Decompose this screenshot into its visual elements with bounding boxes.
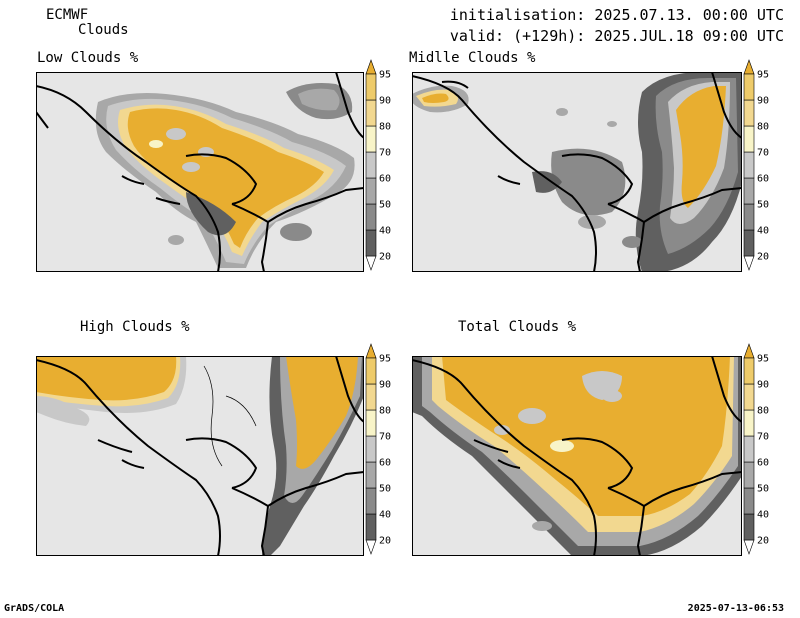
software-credit: GrADS/COLA bbox=[4, 603, 65, 614]
colorbar-tick-label: 70 bbox=[379, 432, 391, 443]
colorbar-bin-80-90 bbox=[743, 99, 755, 127]
colorbar-tick-label: 40 bbox=[379, 510, 391, 521]
cloud-field-middle bbox=[412, 72, 742, 272]
colorbar-bin-70-80 bbox=[365, 125, 377, 153]
colorbar-tick-label: 20 bbox=[757, 252, 769, 263]
colorbar-bin-20-40 bbox=[743, 229, 755, 257]
colorbar-bin-70-80 bbox=[365, 409, 377, 437]
colorbar-bin-80-90 bbox=[365, 99, 377, 127]
colorbar-bin-50-60 bbox=[365, 461, 377, 489]
parameter-label: Clouds bbox=[78, 22, 129, 38]
initialisation-label: initialisation: 2025.07.13. 00:00 UTC bbox=[449, 6, 784, 24]
colorbar-bin-40-50 bbox=[365, 203, 377, 231]
colorbar-tick-label: 80 bbox=[757, 406, 769, 417]
panel-title-high-clouds: High Clouds % bbox=[80, 319, 190, 335]
colorbar-bin-60-70 bbox=[365, 435, 377, 463]
colorbar-tick-label: 95 bbox=[379, 70, 391, 81]
colorbar-tick-label: 95 bbox=[757, 70, 769, 81]
colorbar-bin-60-70 bbox=[743, 435, 755, 463]
colorbar-tick-label: 70 bbox=[379, 148, 391, 159]
colorbar-bin-40-50 bbox=[365, 487, 377, 515]
map-low-clouds bbox=[36, 72, 364, 272]
colorbar-tick-label: 90 bbox=[379, 96, 391, 107]
colorbar-bin-above-95 bbox=[743, 343, 755, 359]
colorbar-tick-label: 20 bbox=[379, 252, 391, 263]
colorbar-bin-20-40 bbox=[365, 513, 377, 541]
colorbar-bin-80-90 bbox=[365, 383, 377, 411]
colorbar-bin-below-20 bbox=[365, 255, 377, 271]
colorbar-bin-60-70 bbox=[365, 151, 377, 179]
country-borders-total bbox=[412, 356, 742, 556]
colorbar-bin-below-20 bbox=[743, 255, 755, 271]
colorbar-bin-90-95 bbox=[743, 357, 755, 385]
render-timestamp: 2025-07-13-06:53 bbox=[687, 603, 784, 614]
colorbar-tick-label: 40 bbox=[379, 226, 391, 237]
panel-title-low-clouds: Low Clouds % bbox=[37, 50, 139, 66]
colorbar-tick-label: 40 bbox=[757, 510, 769, 521]
colorbar-tick-label: 95 bbox=[379, 354, 391, 365]
country-borders-thin-high bbox=[203, 365, 257, 467]
panel-title-middle-clouds: Midlle Clouds % bbox=[409, 50, 536, 66]
colorbar-middle-clouds: 20 40 50 60 70 80 90 95 bbox=[743, 59, 769, 271]
colorbar-low-clouds: 20 40 50 60 70 80 90 95 bbox=[365, 59, 391, 271]
colorbar-tick-label: 80 bbox=[379, 406, 391, 417]
colorbar-tick-label: 60 bbox=[379, 174, 391, 185]
map-high-clouds bbox=[36, 356, 364, 556]
colorbar-bin-90-95 bbox=[365, 357, 377, 385]
colorbar-bin-80-90 bbox=[743, 383, 755, 411]
colorbar-bin-below-20 bbox=[743, 539, 755, 555]
colorbar-bin-above-95 bbox=[365, 59, 377, 75]
panel-title-total-clouds: Total Clouds % bbox=[458, 319, 577, 335]
colorbar-tick-label: 70 bbox=[757, 432, 769, 443]
map-middle-clouds bbox=[412, 72, 742, 272]
colorbar-tick-label: 40 bbox=[757, 226, 769, 237]
colorbar-bin-above-95 bbox=[743, 59, 755, 75]
colorbar-bin-60-70 bbox=[743, 151, 755, 179]
colorbar-bin-50-60 bbox=[365, 177, 377, 205]
colorbar-tick-label: 90 bbox=[757, 96, 769, 107]
valid-time-label: valid: (+129h): 2025.JUL.18 09:00 UTC bbox=[449, 27, 784, 45]
colorbar-tick-label: 50 bbox=[757, 200, 769, 211]
colorbar-bin-50-60 bbox=[743, 177, 755, 205]
cloud-field-total bbox=[412, 356, 742, 556]
colorbar-tick-label: 70 bbox=[757, 148, 769, 159]
colorbar-bin-90-95 bbox=[365, 73, 377, 101]
colorbar-bin-20-40 bbox=[365, 229, 377, 257]
colorbar-tick-label: 20 bbox=[757, 536, 769, 547]
colorbar-tick-label: 60 bbox=[757, 458, 769, 469]
colorbar-tick-label: 50 bbox=[379, 200, 391, 211]
country-borders-low bbox=[36, 72, 364, 272]
colorbar-bin-20-40 bbox=[743, 513, 755, 541]
cloud-field-low bbox=[95, 83, 355, 268]
map-total-clouds bbox=[412, 356, 742, 556]
colorbar-tick-label: 80 bbox=[757, 122, 769, 133]
colorbar-tick-label: 60 bbox=[379, 458, 391, 469]
colorbar-tick-label: 90 bbox=[757, 380, 769, 391]
colorbar-tick-label: 50 bbox=[757, 484, 769, 495]
colorbar-bin-70-80 bbox=[743, 125, 755, 153]
colorbar-tick-label: 90 bbox=[379, 380, 391, 391]
colorbar-tick-label: 60 bbox=[757, 174, 769, 185]
country-borders-high bbox=[36, 356, 364, 556]
colorbar-tick-label: 80 bbox=[379, 122, 391, 133]
cloud-field-high bbox=[36, 356, 364, 556]
colorbar-bin-70-80 bbox=[743, 409, 755, 437]
colorbar-bin-40-50 bbox=[743, 487, 755, 515]
model-label: ECMWF bbox=[46, 7, 89, 23]
colorbar-bin-above-95 bbox=[365, 343, 377, 359]
colorbar-total-clouds: 20 40 50 60 70 80 90 95 bbox=[743, 343, 769, 555]
colorbar-high-clouds: 20 40 50 60 70 80 90 95 bbox=[365, 343, 391, 555]
colorbar-tick-label: 95 bbox=[757, 354, 769, 365]
colorbar-bin-50-60 bbox=[743, 461, 755, 489]
colorbar-bin-90-95 bbox=[743, 73, 755, 101]
colorbar-tick-label: 50 bbox=[379, 484, 391, 495]
colorbar-bin-below-20 bbox=[365, 539, 377, 555]
colorbar-tick-label: 20 bbox=[379, 536, 391, 547]
colorbar-bin-40-50 bbox=[743, 203, 755, 231]
country-borders-middle bbox=[412, 72, 742, 272]
